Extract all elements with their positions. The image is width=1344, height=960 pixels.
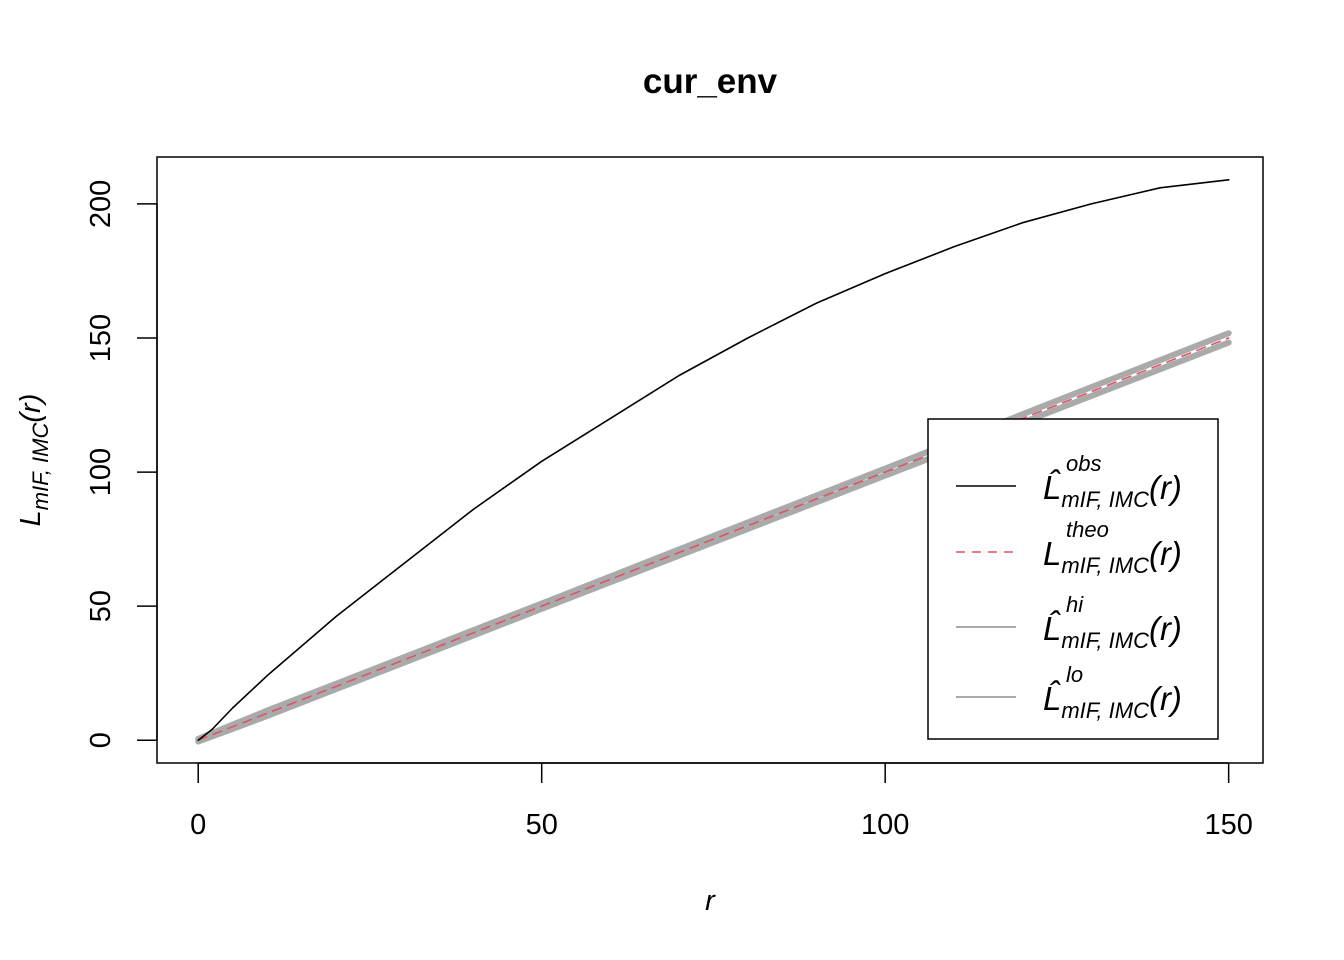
x-tick-label: 0 [190, 809, 206, 841]
x-axis: 0 50 100 150 [190, 762, 1253, 841]
x-tick-label: 150 [1204, 809, 1252, 841]
series-line-theo [197, 337, 1230, 742]
legend-main: L̂ [1043, 610, 1061, 647]
y-tick-label: 50 [85, 590, 117, 622]
x-tick-label: 100 [861, 809, 909, 841]
y-tick-label: 150 [85, 314, 117, 362]
legend-sub: mIF, IMC [1061, 698, 1149, 723]
y-axis-label-suffix: (r) [15, 394, 47, 423]
series-line-obs [197, 179, 1230, 742]
y-tick-label: 200 [85, 180, 117, 228]
legend-sup-theo: theo [1066, 517, 1109, 542]
chart-title: cur_env [643, 62, 778, 101]
legend-main: L̂ [1043, 680, 1061, 717]
legend-label-lo: L̂mIF, IMC(r) [1043, 680, 1182, 723]
y-tick-label: 100 [85, 448, 117, 496]
legend-suffix: (r) [1149, 680, 1182, 717]
legend-sub: mIF, IMC [1061, 628, 1149, 653]
legend-box [927, 418, 1219, 740]
y-axis: 0 50 100 150 200 [85, 180, 158, 748]
svg-text:LmIF, IMC(r): LmIF, IMC(r) [15, 394, 53, 527]
x-axis-label: r [705, 885, 716, 917]
legend-sub: mIF, IMC [1061, 553, 1149, 578]
legend-sup-lo: lo [1066, 662, 1083, 687]
legend-sup-obs: obs [1066, 451, 1101, 476]
y-axis-label: LmIF, IMC(r) [15, 394, 53, 527]
legend-suffix: (r) [1149, 610, 1182, 647]
legend-label-theo: LmIF, IMC(r) [1043, 535, 1182, 578]
y-tick-label: 0 [85, 732, 117, 748]
legend-label-obs: L̂mIF, IMC(r) [1043, 469, 1182, 512]
y-axis-label-sub: mIF, IMC [28, 423, 53, 511]
legend-suffix: (r) [1149, 535, 1182, 572]
legend-sup-hi: hi [1066, 592, 1084, 617]
legend-suffix: (r) [1149, 469, 1182, 506]
legend-main: L [1043, 535, 1061, 572]
legend-label-hi: L̂mIF, IMC(r) [1043, 610, 1182, 653]
legend-main: L̂ [1043, 469, 1061, 506]
x-tick-label: 50 [526, 809, 558, 841]
legend-sub: mIF, IMC [1061, 487, 1149, 512]
y-axis-label-main: L [15, 510, 47, 526]
